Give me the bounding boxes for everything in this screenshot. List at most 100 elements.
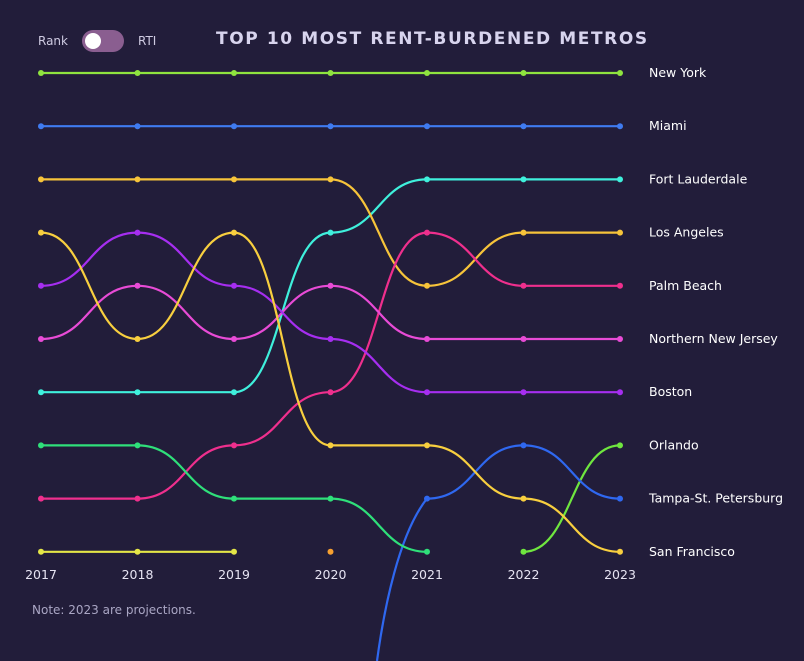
- data-point[interactable]: [327, 389, 334, 396]
- data-point[interactable]: [327, 282, 334, 289]
- data-point[interactable]: [424, 548, 430, 555]
- data-point[interactable]: [424, 123, 430, 130]
- toggle-label-rank: Rank: [38, 34, 68, 48]
- data-point[interactable]: [520, 495, 527, 502]
- series-labels: New York Miami Fort Lauderdale Los Angeles P…: [648, 65, 783, 559]
- data-point[interactable]: [134, 442, 141, 449]
- data-point[interactable]: [231, 495, 237, 502]
- data-point[interactable]: [38, 442, 44, 449]
- data-point[interactable]: [327, 229, 334, 236]
- series-label: Tampa-St. Petersburg: [648, 491, 783, 506]
- data-point[interactable]: [617, 442, 623, 449]
- series-label: New York: [649, 65, 707, 80]
- series-label: Palm Beach: [649, 278, 722, 293]
- toggle-knob: [84, 33, 101, 49]
- data-point[interactable]: [520, 176, 527, 183]
- data-point[interactable]: [134, 336, 141, 342]
- data-point[interactable]: [38, 495, 44, 502]
- x-tick-label: 2019: [218, 567, 250, 582]
- series-line-palm-beach[interactable]: [39, 231, 622, 500]
- data-point[interactable]: [424, 70, 430, 76]
- data-point[interactable]: [231, 176, 237, 183]
- toggle-switch[interactable]: [81, 30, 124, 52]
- data-point[interactable]: [327, 548, 334, 555]
- series-line-boston[interactable]: [39, 231, 622, 394]
- data-point[interactable]: [134, 70, 141, 76]
- data-point[interactable]: [617, 282, 623, 289]
- x-tick-label: 2018: [122, 567, 154, 582]
- x-axis-ticks: 2017 2018 2019 2020 2021 2022 2023: [25, 567, 636, 582]
- data-point[interactable]: [231, 229, 237, 236]
- data-point[interactable]: [327, 123, 334, 130]
- data-point[interactable]: [38, 123, 44, 130]
- series-label: Orlando: [649, 437, 699, 452]
- data-point[interactable]: [231, 336, 237, 342]
- data-point[interactable]: [617, 495, 623, 502]
- data-point[interactable]: [617, 176, 623, 183]
- data-point[interactable]: [424, 389, 430, 396]
- series-label: San Francisco: [649, 544, 735, 559]
- data-point[interactable]: [520, 123, 527, 130]
- series-points: [38, 70, 623, 555]
- data-point[interactable]: [134, 282, 141, 289]
- data-point[interactable]: [617, 123, 623, 130]
- data-point[interactable]: [134, 389, 141, 396]
- data-point[interactable]: [231, 442, 237, 449]
- data-point[interactable]: [134, 495, 141, 502]
- data-point[interactable]: [327, 70, 334, 76]
- data-point[interactable]: [424, 495, 430, 502]
- data-point[interactable]: [520, 282, 527, 289]
- footnote: Note: 2023 are projections.: [32, 603, 196, 617]
- data-point[interactable]: [520, 70, 527, 76]
- data-point[interactable]: [617, 229, 623, 236]
- data-point[interactable]: [327, 495, 334, 502]
- data-point[interactable]: [520, 389, 527, 396]
- data-point[interactable]: [424, 336, 430, 342]
- data-point[interactable]: [327, 176, 334, 183]
- data-point[interactable]: [424, 229, 430, 236]
- series-label: Los Angeles: [649, 225, 724, 240]
- chart-title: TOP 10 MOST RENT-BURDENED METROS: [216, 29, 649, 49]
- series-line-orlando[interactable]: [522, 444, 622, 553]
- data-point[interactable]: [327, 336, 334, 342]
- data-point[interactable]: [327, 442, 334, 449]
- data-point[interactable]: [231, 282, 237, 289]
- data-point[interactable]: [520, 442, 527, 449]
- data-point[interactable]: [617, 548, 623, 555]
- data-point[interactable]: [38, 229, 44, 236]
- series-line-northern-new-jersey[interactable]: [39, 284, 622, 341]
- data-point[interactable]: [38, 548, 44, 555]
- series-line-tampa-st-petersburg-tail: [375, 497, 428, 661]
- series-line-los-angeles[interactable]: [39, 178, 622, 287]
- data-point[interactable]: [134, 229, 141, 236]
- data-point[interactable]: [520, 229, 527, 236]
- data-point[interactable]: [617, 389, 623, 396]
- data-point[interactable]: [520, 548, 527, 555]
- data-point[interactable]: [520, 336, 527, 342]
- data-point[interactable]: [38, 70, 44, 76]
- series-line-fort-lauderdale[interactable]: [39, 178, 622, 394]
- series-label: Fort Lauderdale: [649, 171, 748, 186]
- data-point[interactable]: [38, 282, 44, 289]
- series-label: Boston: [649, 384, 692, 399]
- data-point[interactable]: [231, 548, 237, 555]
- data-point[interactable]: [424, 442, 430, 449]
- series-label: Northern New Jersey: [649, 331, 778, 346]
- data-point[interactable]: [231, 70, 237, 76]
- data-point[interactable]: [231, 123, 237, 130]
- data-point[interactable]: [617, 336, 623, 342]
- rank-rti-toggle: Rank RTI: [38, 30, 156, 52]
- data-point[interactable]: [617, 70, 623, 76]
- data-point[interactable]: [134, 548, 141, 555]
- data-point[interactable]: [134, 176, 141, 183]
- data-point[interactable]: [424, 176, 430, 183]
- data-point[interactable]: [38, 336, 44, 342]
- data-point[interactable]: [134, 123, 141, 130]
- x-tick-label: 2023: [604, 567, 636, 582]
- series-label: Miami: [649, 118, 687, 133]
- data-point[interactable]: [424, 282, 430, 289]
- data-point[interactable]: [231, 389, 237, 396]
- data-point[interactable]: [38, 176, 44, 183]
- data-point[interactable]: [38, 389, 44, 396]
